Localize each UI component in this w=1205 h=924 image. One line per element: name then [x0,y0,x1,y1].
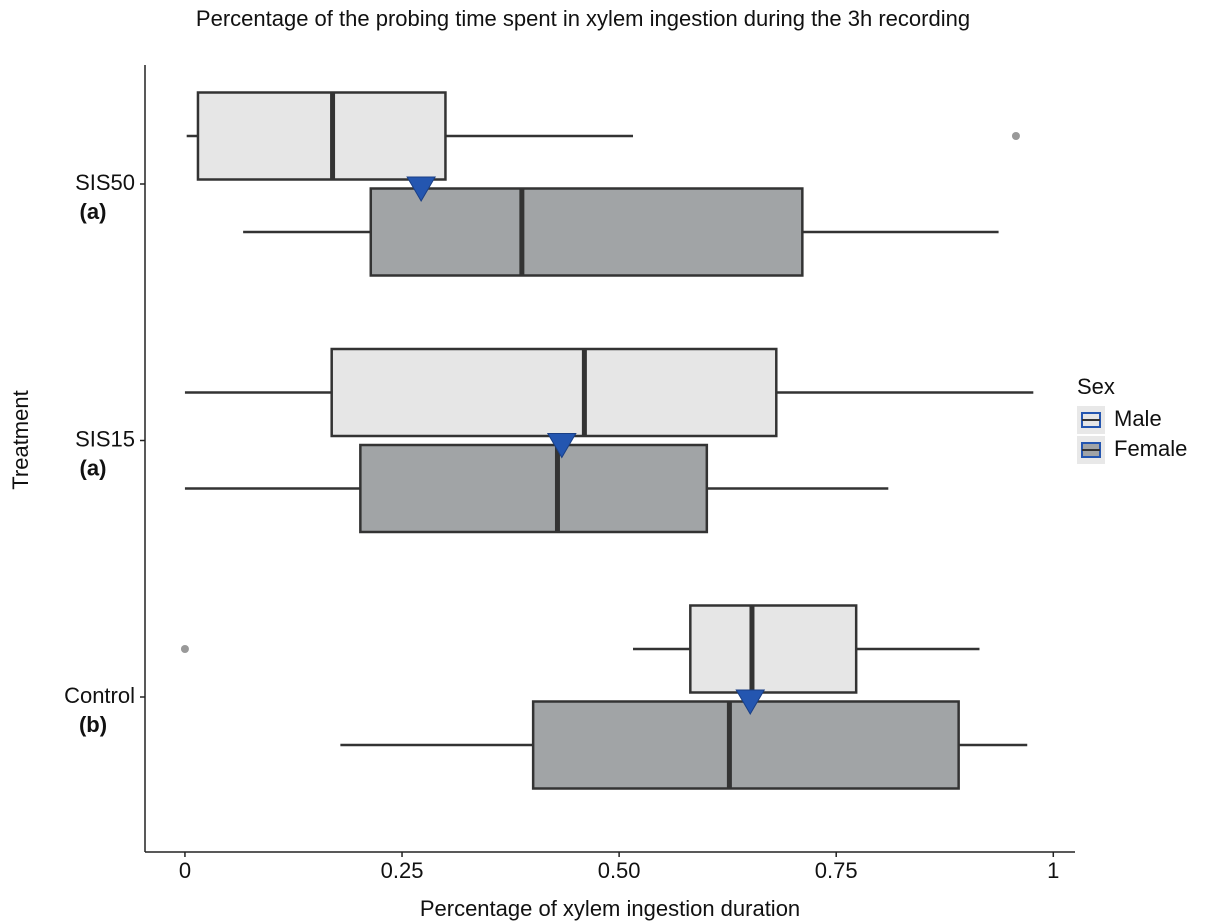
box [689,604,858,694]
mean-marker [406,176,437,202]
x-tick-label: 0 [179,858,191,883]
category-letter: (b) [79,712,107,737]
x-tick-label: 1 [1047,858,1059,883]
y-tick-label: Control [64,683,135,708]
outlier [1011,132,1020,140]
box [196,91,447,181]
box [531,700,960,790]
y-axis-label: Treatment [8,390,33,489]
outlier [180,645,189,653]
box [369,187,804,277]
chart-title: Percentage of the probing time spent in … [196,6,970,31]
box [359,443,709,534]
x-tick-label: 0.50 [598,858,641,883]
x-tick-label: 0.75 [815,858,858,883]
category-letter: (a) [80,199,107,224]
mean-marker [546,433,577,459]
box [330,347,778,438]
x-axis-label: Percentage of xylem ingestion duration [420,896,800,921]
legend-title: Sex [1077,374,1115,399]
legend-label: Male [1114,406,1162,431]
y-tick-label: SIS50 [75,170,135,195]
legend-label: Female [1114,436,1187,461]
x-tick-label: 0.25 [381,858,424,883]
mean-marker [735,689,766,715]
y-tick-label: SIS15 [75,426,135,451]
category-letter: (a) [80,455,107,480]
